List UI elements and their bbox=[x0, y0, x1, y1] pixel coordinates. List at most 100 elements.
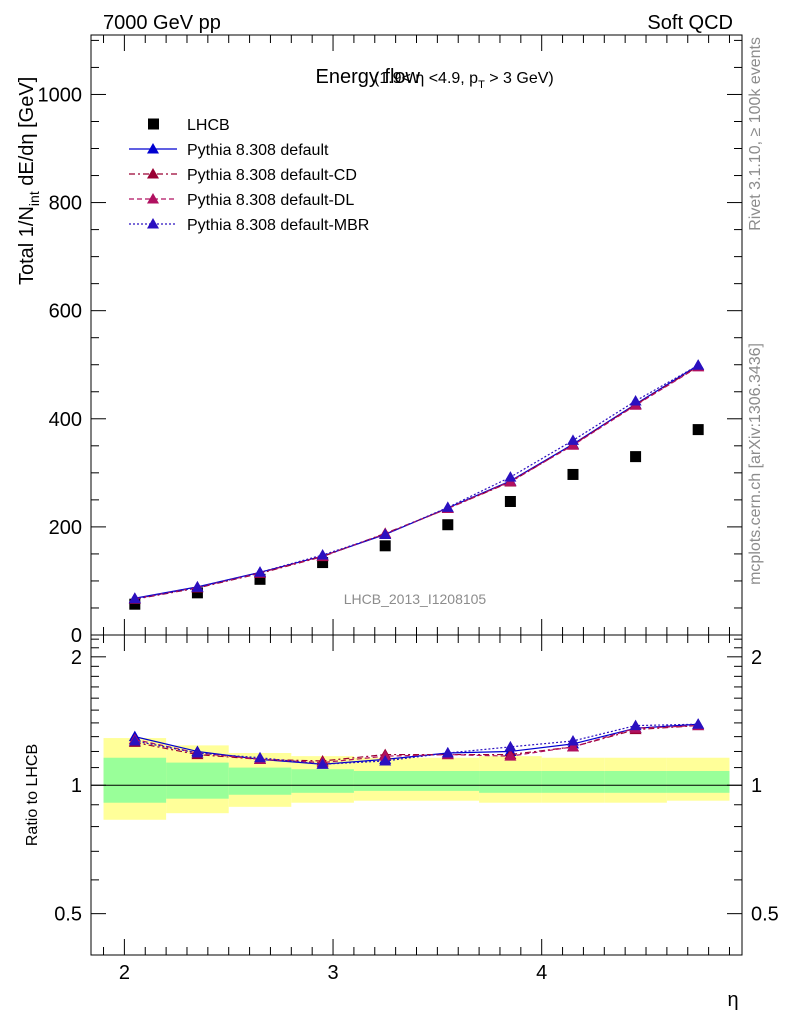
ratio-series-line-2 bbox=[134, 724, 699, 764]
ratio-point-3 bbox=[504, 740, 517, 752]
x-tick-label: 4 bbox=[536, 962, 547, 984]
ratio-point-3 bbox=[566, 734, 579, 746]
ylabel-sub: int bbox=[26, 191, 42, 206]
main-ylabel: Total 1/Nint dE/dη [GeV] bbox=[16, 77, 42, 285]
data-point-mc-4 bbox=[254, 566, 267, 577]
main-ytick-label: 400 bbox=[49, 409, 82, 431]
uncertainty-band-green bbox=[479, 770, 542, 793]
data-point-lhcb bbox=[442, 519, 454, 531]
data-point-mc-4 bbox=[692, 359, 705, 370]
ratio-ytick-label-right: 2 bbox=[751, 647, 762, 669]
ratio-point-3 bbox=[441, 747, 454, 758]
main-ytick-label: 0 bbox=[71, 625, 82, 647]
analysis-watermark: LHCB_2013_I1208105 bbox=[344, 591, 487, 607]
title-sub-a: (1.9< η <4.9, p bbox=[374, 70, 478, 87]
ratio-point-3 bbox=[191, 747, 204, 758]
series-line-3 bbox=[134, 366, 699, 600]
chart-title: Energy flow bbox=[316, 66, 421, 88]
legend-label: Pythia 8.308 default bbox=[187, 142, 329, 159]
chart-title-main: Energy flow bbox=[316, 66, 421, 88]
legend: LHCB Pythia 8.308 default Pythia 8.308 def… bbox=[129, 117, 369, 234]
ylabel-rest: dE/dη [GeV] bbox=[16, 77, 38, 192]
uncertainty-band-green bbox=[291, 769, 354, 793]
main-ytick-label: 600 bbox=[49, 301, 82, 323]
ratio-ytick-label-right: 0.5 bbox=[751, 904, 779, 926]
ratio-point-3 bbox=[692, 718, 705, 729]
x-axis-label: η bbox=[727, 989, 738, 1011]
title-sub-t: T bbox=[478, 79, 485, 91]
uncertainty-band-green bbox=[103, 757, 167, 803]
legend-label: Pythia 8.308 default-CD bbox=[187, 167, 357, 184]
data-point-mc-4 bbox=[504, 471, 517, 482]
ratio-point-2 bbox=[504, 750, 517, 761]
uncertainty-band-green bbox=[541, 770, 605, 793]
ratio-ytick-label-left: 2 bbox=[71, 647, 82, 669]
ratio-panel: 0.5 0.5 1 1 2 2 2 3 4 Ratio to LHCB η bbox=[24, 634, 779, 1011]
chart-title-sub: (1.9< η <4.9, pT > 3 GeV) bbox=[374, 70, 554, 91]
ratio-point-3 bbox=[629, 719, 642, 731]
main-ytick-label: 1000 bbox=[38, 84, 83, 106]
data-point-lhcb bbox=[191, 587, 203, 599]
ylabel-a: Total 1/N bbox=[16, 206, 38, 285]
legend-marker-lhcb bbox=[148, 118, 159, 130]
x-tick-label: 3 bbox=[327, 962, 338, 984]
legend-marker bbox=[147, 168, 159, 179]
uncertainty-band-green bbox=[604, 770, 667, 793]
main-ytick-label: 200 bbox=[49, 517, 82, 539]
legend-label: LHCB bbox=[187, 117, 230, 134]
legend-label: Pythia 8.308 default-MBR bbox=[187, 217, 369, 234]
legend-marker bbox=[147, 143, 159, 154]
ratio-ytick-label-left: 0.5 bbox=[54, 904, 82, 926]
data-point-lhcb bbox=[567, 468, 579, 480]
data-point-lhcb bbox=[254, 573, 266, 585]
ratio-series-line-1 bbox=[134, 724, 699, 762]
uncertainty-band-green bbox=[666, 770, 730, 793]
uncertainty-band-green bbox=[228, 767, 292, 795]
mcplots-label: mcplots.cern.ch [arXiv:1306.3436] bbox=[747, 343, 764, 585]
series-line-4 bbox=[134, 364, 699, 600]
data-point-mc-4 bbox=[191, 581, 204, 592]
data-point-mc-4 bbox=[316, 549, 329, 560]
uncertainty-band-green bbox=[166, 762, 229, 799]
main-axes: 0 200 400 600 800 1000 bbox=[38, 35, 742, 647]
data-point-lhcb bbox=[379, 540, 391, 552]
ratio-point-3 bbox=[128, 734, 141, 746]
main-ytick-label: 800 bbox=[49, 193, 82, 215]
ratio-point-3 bbox=[379, 754, 392, 766]
ratio-series-line-0 bbox=[134, 723, 699, 765]
ratio-point-2 bbox=[566, 740, 579, 752]
legend-marker bbox=[147, 218, 159, 229]
x-tick-label: 2 bbox=[119, 962, 130, 984]
data-point-lhcb bbox=[504, 495, 516, 507]
ratio-point-3 bbox=[316, 758, 329, 769]
rivet-label: Rivet 3.1.10, ≥ 100k events bbox=[747, 37, 764, 231]
data-point-lhcb bbox=[317, 557, 329, 569]
uncertainty-band-green bbox=[353, 770, 417, 791]
legend-marker bbox=[147, 193, 159, 204]
data-point-mc-4 bbox=[566, 434, 579, 445]
main-panel: 0 200 400 600 800 1000 Energy flow (1.9< η <4… bbox=[16, 34, 743, 647]
main-data-layer bbox=[128, 359, 705, 610]
series-line-1 bbox=[134, 364, 699, 599]
ratio-ytick-label-left: 1 bbox=[71, 775, 82, 797]
data-point-mc-4 bbox=[629, 394, 642, 406]
ratio-ylabel: Ratio to LHCB bbox=[24, 744, 41, 846]
data-point-lhcb bbox=[129, 598, 141, 610]
data-point-mc-4 bbox=[379, 528, 392, 539]
ratio-series-line-3 bbox=[134, 723, 699, 765]
ratio-ytick-label-right: 1 bbox=[751, 775, 762, 797]
data-point-mc-4 bbox=[441, 501, 454, 512]
uncertainty-band-green bbox=[416, 770, 480, 791]
data-point-lhcb bbox=[630, 451, 642, 463]
header-left: 7000 GeV pp bbox=[103, 12, 221, 34]
data-point-mc-4 bbox=[128, 592, 141, 604]
series-line-2 bbox=[134, 365, 699, 600]
ratio-data-layer bbox=[91, 718, 742, 820]
ratio-point-3 bbox=[254, 751, 267, 763]
ratio-axes: 0.5 0.5 1 1 2 2 2 3 4 bbox=[54, 635, 779, 984]
data-point-lhcb bbox=[692, 424, 704, 436]
header-right: Soft QCD bbox=[647, 12, 733, 34]
title-sub-end: > 3 GeV) bbox=[485, 70, 554, 87]
legend-label: Pythia 8.308 default-DL bbox=[187, 192, 354, 209]
